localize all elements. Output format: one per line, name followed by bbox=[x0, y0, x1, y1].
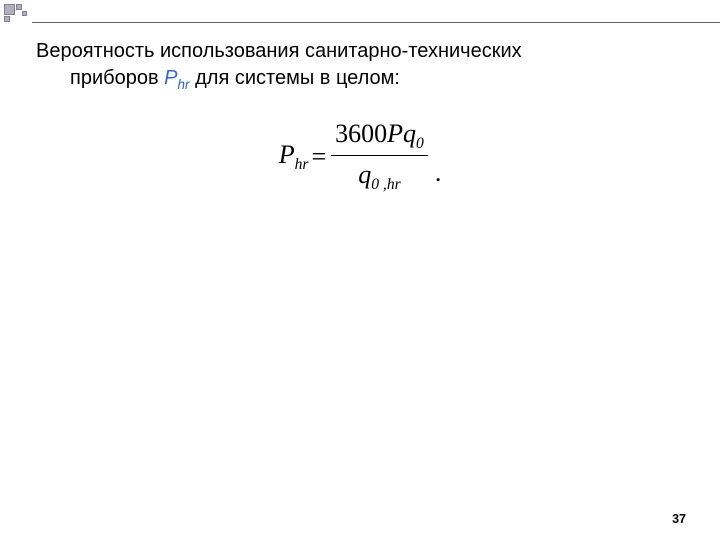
page-number: 37 bbox=[672, 512, 686, 526]
formula-const: 3600 bbox=[335, 119, 387, 148]
fraction-denominator: q0 ,hr bbox=[354, 156, 404, 196]
text-line-1: Вероятность использования санитарно-техн… bbox=[36, 40, 522, 62]
formula-subscript: 0 ,hr bbox=[371, 176, 400, 193]
equals-sign: = bbox=[310, 142, 327, 172]
header-divider bbox=[32, 22, 720, 23]
deco-square bbox=[4, 4, 15, 15]
formula-period: . bbox=[435, 158, 442, 196]
formula-var: q bbox=[358, 160, 371, 189]
slide-content: Вероятность использования санитарно-техн… bbox=[36, 38, 684, 196]
fraction-numerator: 3600Pq0 bbox=[331, 118, 428, 156]
deco-square bbox=[4, 16, 10, 22]
text-fragment: приборов bbox=[70, 67, 164, 89]
formula-subscript: 0 bbox=[416, 136, 424, 153]
formula-row: Phr = 3600Pq0 q0 ,hr . bbox=[279, 118, 442, 196]
text-fragment: для системы в целом: bbox=[190, 67, 400, 89]
text-line-2: приборов Рhr для системы в целом: bbox=[36, 65, 684, 94]
formula-var: P bbox=[279, 140, 295, 169]
fraction: 3600Pq0 q0 ,hr bbox=[331, 118, 428, 196]
deco-square bbox=[16, 4, 22, 10]
body-paragraph: Вероятность использования санитарно-техн… bbox=[36, 38, 684, 94]
variable-subscript: hr bbox=[177, 77, 189, 92]
formula-block: Phr = 3600Pq0 q0 ,hr . bbox=[36, 118, 684, 196]
variable-phr: Рhr bbox=[164, 67, 189, 89]
formula-subscript: hr bbox=[295, 156, 309, 173]
formula-var: q bbox=[403, 119, 416, 148]
deco-square bbox=[22, 11, 27, 16]
variable-letter: Р bbox=[164, 67, 177, 89]
formula-lhs: Phr bbox=[279, 140, 309, 174]
formula-var: P bbox=[387, 119, 403, 148]
